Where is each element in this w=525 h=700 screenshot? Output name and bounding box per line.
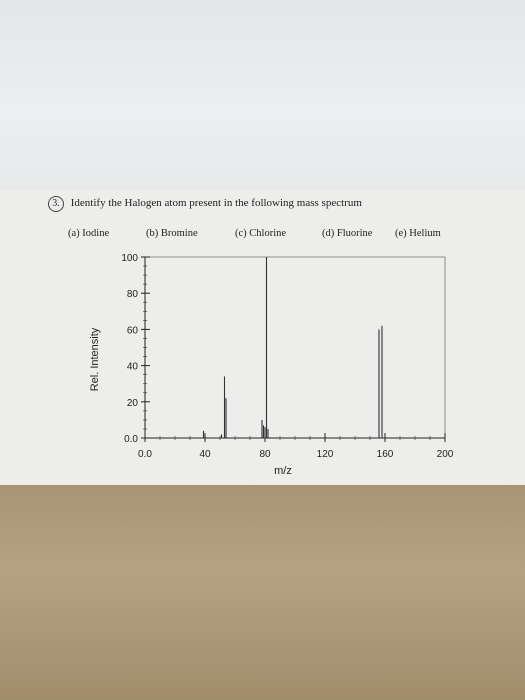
y-tick-label: 100: [121, 253, 138, 264]
paper-background-top: [0, 0, 525, 190]
choice-c: (c) Chlorine: [235, 228, 287, 239]
question-number: 3.: [48, 196, 64, 212]
x-tick-label: 200: [437, 449, 454, 460]
x-tick-label: 0.0: [138, 449, 152, 460]
x-tick-label: 80: [259, 449, 271, 460]
choice-a: (a) Iodine: [68, 228, 110, 239]
x-axis-label: m/z: [274, 465, 292, 477]
question-text: Identify the Halogen atom present in the…: [70, 197, 362, 209]
x-tick-label: 40: [199, 449, 211, 460]
plot-frame: [144, 256, 446, 439]
mass-spectrum-chart: 0.0 40 80 120 160 200 0.0 20 40 60 80 100 m/z Rel. In…: [89, 253, 454, 477]
y-tick-label: 60: [127, 325, 139, 336]
choice-d: (d) Fluorine: [322, 228, 373, 239]
choice-b: (b) Bromine: [146, 228, 198, 239]
y-tick-label: 0.0: [124, 434, 138, 445]
x-tick-label: 160: [377, 449, 394, 460]
question-line: 3. Identify the Halogen atom present in …: [48, 196, 362, 212]
y-axis-label: Rel. Intensity: [89, 327, 101, 391]
choice-e: (e) Helium: [395, 228, 441, 239]
y-tick-label: 80: [127, 289, 139, 300]
table-surface: [0, 485, 525, 700]
x-tick-label: 120: [317, 449, 334, 460]
y-tick-label: 20: [127, 398, 139, 409]
y-tick-label: 40: [127, 362, 139, 373]
